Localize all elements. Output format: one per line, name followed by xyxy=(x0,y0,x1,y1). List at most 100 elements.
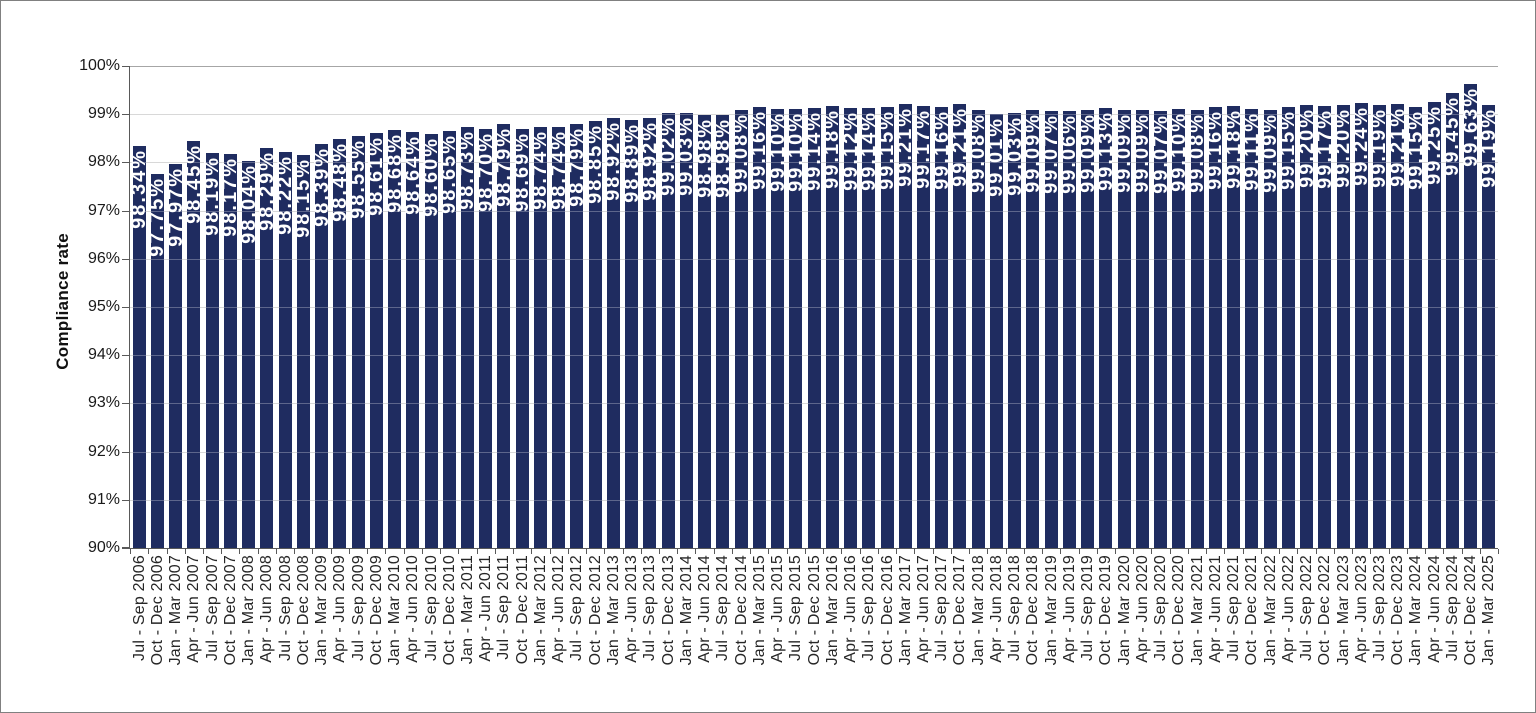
y-axis-tick-label: 98% xyxy=(87,153,120,171)
gridline-overlay xyxy=(130,307,1498,308)
y-axis-tick-label: 92% xyxy=(87,442,120,460)
x-axis-tick-label: Oct - Dec 2017 xyxy=(951,555,969,666)
x-axis-tick-label: Jan - Mar 2007 xyxy=(167,555,185,666)
x-axis-tick xyxy=(914,549,916,554)
x-axis-tick xyxy=(1388,549,1390,554)
bar xyxy=(278,151,292,548)
x-axis-tick-label: Apr - Jun 2018 xyxy=(987,555,1005,663)
x-axis-tick xyxy=(549,549,551,554)
x-axis-tick xyxy=(969,549,970,554)
bar xyxy=(1354,102,1368,548)
x-axis-tick xyxy=(476,549,478,554)
x-axis-tick-label: Jul - Sep 2013 xyxy=(641,555,659,661)
bar xyxy=(679,112,693,548)
x-axis-tick-label: Apr - Jun 2008 xyxy=(258,555,276,663)
bar xyxy=(1081,109,1095,548)
gridline-overlay xyxy=(130,114,1498,116)
bar xyxy=(661,113,675,548)
x-axis-tick xyxy=(440,549,442,554)
gridline-overlay xyxy=(130,499,1498,501)
x-axis-tick-label: Oct - Dec 2018 xyxy=(1024,555,1042,666)
x-axis-tick-label: Apr - Jun 2024 xyxy=(1425,555,1443,663)
x-axis-tick-label: Oct - Dec 2007 xyxy=(221,555,239,666)
x-axis-tick-label: Jan - Mar 2018 xyxy=(969,555,987,666)
bar xyxy=(296,155,310,548)
x-axis-tick xyxy=(239,549,241,554)
gridline-overlay xyxy=(130,258,1498,260)
x-axis-tick xyxy=(513,549,514,554)
x-axis-tick xyxy=(1060,549,1062,554)
x-axis-tick-label: Jan - Mar 2021 xyxy=(1188,555,1206,666)
x-axis-tick xyxy=(804,549,806,554)
x-axis-tick xyxy=(458,549,460,554)
x-axis-tick-label: Jan - Mar 2023 xyxy=(1334,555,1352,666)
x-axis-tick xyxy=(1005,549,1007,554)
x-axis-tick-label: Oct - Dec 2016 xyxy=(878,555,896,666)
x-axis-tick xyxy=(768,549,770,554)
y-axis-tick xyxy=(122,355,129,357)
bar xyxy=(752,106,766,548)
x-axis-tick xyxy=(1042,549,1043,554)
x-axis-tick-label: Jan - Mar 2012 xyxy=(531,555,549,666)
x-axis-tick xyxy=(1352,549,1354,554)
x-axis-tick xyxy=(950,549,952,554)
bar xyxy=(1409,107,1423,548)
x-axis-tick xyxy=(567,549,569,554)
x-axis-tick xyxy=(695,549,697,554)
bar xyxy=(497,124,511,548)
x-axis-tick-label: Jan - Mar 2017 xyxy=(896,555,914,666)
bar xyxy=(1427,102,1441,548)
x-axis-tick-label: Apr - Jun 2009 xyxy=(331,555,349,663)
bar xyxy=(1008,112,1022,548)
x-axis-tick-label: Apr - Jun 2021 xyxy=(1206,555,1224,663)
x-axis-line xyxy=(122,548,1498,549)
gridline-overlay xyxy=(130,355,1498,357)
bar xyxy=(625,119,639,548)
x-axis-tick xyxy=(330,549,332,554)
x-axis-tick-label: Oct - Dec 2019 xyxy=(1097,555,1115,666)
bar xyxy=(442,131,456,548)
x-axis-tick xyxy=(1151,549,1153,554)
x-axis-tick xyxy=(166,549,168,554)
x-axis-tick xyxy=(1425,549,1426,554)
x-axis-tick xyxy=(275,549,277,554)
bar xyxy=(242,160,256,548)
x-axis-tick-label: Jul - Sep 2016 xyxy=(860,555,878,661)
x-axis-tick xyxy=(932,549,934,554)
x-axis-tick-label: Oct - Dec 2009 xyxy=(367,555,385,666)
bar xyxy=(606,118,620,548)
x-axis-tick xyxy=(640,549,642,554)
bar xyxy=(150,174,164,548)
x-axis-tick-label: Jul - Sep 2009 xyxy=(349,555,367,661)
x-axis-tick xyxy=(1169,549,1171,554)
x-axis-tick xyxy=(750,549,752,554)
x-axis-tick-label: Apr - Jun 2007 xyxy=(185,555,203,663)
bar xyxy=(588,121,602,548)
bar xyxy=(771,109,784,548)
bar xyxy=(552,126,566,548)
y-axis-line xyxy=(129,66,130,549)
bar xyxy=(406,131,420,548)
x-axis-tick-label: Jan - Mar 2020 xyxy=(1115,555,1133,666)
x-axis-tick xyxy=(1187,549,1189,554)
x-axis-tick-label: Jul - Sep 2017 xyxy=(933,555,951,661)
y-axis-tick xyxy=(122,114,129,116)
x-axis-tick xyxy=(841,549,843,554)
bar xyxy=(1372,105,1386,548)
y-axis-tick-label: 99% xyxy=(87,105,120,123)
x-axis-tick xyxy=(403,549,405,554)
x-axis-tick-label: Jan - Mar 2009 xyxy=(313,555,330,666)
x-axis-tick xyxy=(1224,549,1226,554)
x-axis-tick xyxy=(1443,549,1445,554)
x-axis-tick xyxy=(622,549,624,554)
bar xyxy=(1062,111,1076,548)
x-axis-tick xyxy=(1242,549,1244,554)
y-axis-tick xyxy=(122,162,129,164)
x-axis-tick xyxy=(130,549,131,554)
bar xyxy=(1227,105,1240,548)
bar xyxy=(1172,109,1186,548)
bar xyxy=(424,133,438,548)
x-axis-tick-label: Oct - Dec 2021 xyxy=(1243,555,1261,666)
x-axis-tick xyxy=(348,549,350,554)
